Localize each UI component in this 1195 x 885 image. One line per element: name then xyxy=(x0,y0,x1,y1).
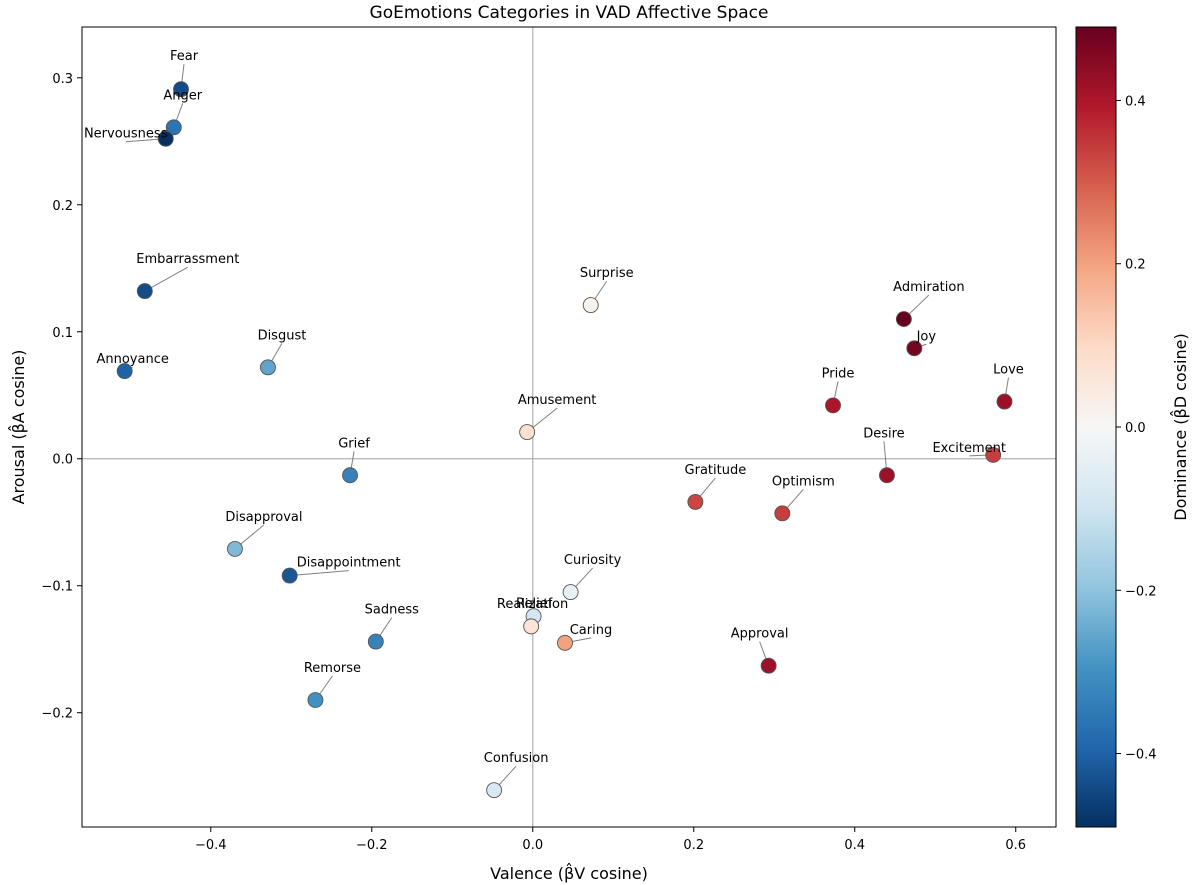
point-marker xyxy=(825,397,841,414)
point-marker xyxy=(281,567,298,584)
x-tick-label: 0.0 xyxy=(522,838,543,853)
colorbar-tick-label: 0.4 xyxy=(1125,94,1146,109)
point-marker xyxy=(523,618,540,635)
point-marker xyxy=(165,119,182,136)
point-label: Desire xyxy=(863,426,904,441)
point-marker xyxy=(173,81,189,98)
point-label: Annoyance xyxy=(96,352,168,367)
connector-line xyxy=(289,570,349,577)
y-tick-label: 0.1 xyxy=(52,326,73,341)
x-axis-label: Valence (β̂V cosine) xyxy=(490,863,648,883)
point-marker xyxy=(985,446,1002,463)
x-tick-label: 0.2 xyxy=(683,838,704,853)
point-label: Approval xyxy=(731,627,789,642)
point-marker xyxy=(157,130,174,147)
colorbar-label: Dominance (β̂D cosine) xyxy=(1170,333,1190,520)
y-tick-label: 0.0 xyxy=(52,453,73,468)
point-label: Nervousness xyxy=(84,127,168,142)
point-label: Disappointment xyxy=(297,556,401,571)
point-label: Sadness xyxy=(365,603,419,618)
y-tick-label: 0.3 xyxy=(52,72,73,87)
point-label: Anger xyxy=(163,88,202,103)
point-label: Surprise xyxy=(580,266,634,281)
x-tick-label: −0.4 xyxy=(195,838,227,853)
point-marker xyxy=(687,493,704,510)
point-label: Admiration xyxy=(893,280,964,295)
point-marker xyxy=(307,692,324,708)
y-axis-ticks: −0.2 −0.1 0.0 0.1 0.2 0.3 xyxy=(41,72,82,722)
plot-area xyxy=(82,27,1056,827)
point-marker xyxy=(519,424,536,441)
point-marker xyxy=(557,634,573,651)
x-tick-label: 0.6 xyxy=(1005,838,1026,853)
colorbar xyxy=(1075,26,1117,828)
point-marker xyxy=(486,782,503,799)
point-label: Gratitude xyxy=(685,463,747,478)
point-label: Realization xyxy=(497,597,568,612)
y-tick-label: −0.2 xyxy=(41,707,73,722)
y-tick-label: 0.2 xyxy=(52,199,73,214)
point-marker xyxy=(582,297,599,314)
x-tick-label: 0.4 xyxy=(844,838,865,853)
point-marker xyxy=(895,311,912,328)
point-marker xyxy=(259,359,276,376)
point-label: Pride xyxy=(822,366,855,381)
connector-line xyxy=(144,266,189,292)
chart-title: GoEmotions Categories in VAD Affective S… xyxy=(370,3,769,23)
point-label: Excitement xyxy=(932,441,1006,456)
point-label: Joy xyxy=(916,329,937,344)
point-label: Curiosity xyxy=(564,553,622,568)
point-marker xyxy=(116,363,133,380)
point-marker xyxy=(879,467,895,484)
point-marker xyxy=(906,340,923,357)
point-marker xyxy=(774,505,791,522)
point-label: Disgust xyxy=(258,328,307,343)
point-label: Caring xyxy=(570,623,613,638)
point-marker xyxy=(760,657,777,674)
point-marker xyxy=(562,584,579,601)
point-label: Embarrassment xyxy=(136,252,239,267)
colorbar-tick-label: 0.0 xyxy=(1125,421,1146,436)
point-label: Optimism xyxy=(772,474,835,489)
point-labels: Fear Anger Nervousness Embarrassment Annoyan… xyxy=(84,49,1024,766)
point-label: Fear xyxy=(170,49,199,64)
y-axis-label: Arousal (β̂A cosine) xyxy=(8,350,28,505)
point-label: Remorse xyxy=(304,661,361,676)
x-tick-label: −0.2 xyxy=(356,838,388,853)
y-tick-label: −0.1 xyxy=(41,580,73,595)
point-marker xyxy=(342,467,359,484)
point-label: Disapproval xyxy=(225,510,302,525)
point-label: Relief xyxy=(516,596,553,611)
plot-frame xyxy=(81,26,1057,828)
colorbar-ticks: −0.4 −0.2 0.0 0.2 0.4 xyxy=(1116,94,1157,763)
point-marker xyxy=(367,633,384,650)
x-axis-ticks: −0.4 −0.2 0.0 0.2 0.4 0.6 xyxy=(195,827,1026,853)
colorbar-tick-label: 0.2 xyxy=(1125,258,1146,273)
point-label: Confusion xyxy=(484,751,549,766)
colorbar-tick-label: −0.4 xyxy=(1125,748,1157,763)
point-label: Amusement xyxy=(518,393,597,408)
point-marker xyxy=(996,393,1013,410)
point-marker xyxy=(136,283,153,300)
point-marker xyxy=(226,540,243,557)
point-label: Love xyxy=(993,363,1024,378)
data-points xyxy=(116,81,1013,799)
colorbar-tick-label: −0.2 xyxy=(1125,584,1157,599)
point-label: Grief xyxy=(338,436,370,451)
